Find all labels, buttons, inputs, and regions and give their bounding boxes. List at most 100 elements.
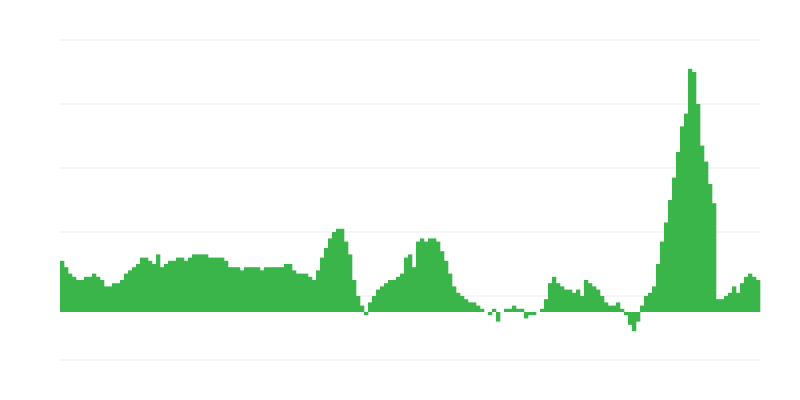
bar xyxy=(656,264,661,312)
bar xyxy=(64,267,69,312)
bar xyxy=(584,280,589,312)
bar xyxy=(320,257,325,312)
bar xyxy=(652,286,657,312)
bar xyxy=(720,299,725,312)
bar xyxy=(724,296,729,312)
bar xyxy=(372,296,377,312)
bar xyxy=(624,312,629,316)
bar xyxy=(620,308,625,312)
bar xyxy=(424,241,429,312)
bar xyxy=(476,305,481,312)
bar xyxy=(228,267,233,312)
bar xyxy=(680,126,685,313)
bar xyxy=(480,308,485,312)
bar xyxy=(468,302,473,312)
bar xyxy=(640,305,645,312)
bar xyxy=(596,289,601,312)
bar xyxy=(244,267,249,312)
bar xyxy=(636,312,641,322)
bar xyxy=(312,280,317,312)
bar xyxy=(304,273,309,312)
bar xyxy=(108,286,113,312)
bar xyxy=(496,312,501,322)
bar xyxy=(668,200,673,312)
bar xyxy=(368,302,373,312)
bar xyxy=(84,276,89,312)
bar xyxy=(76,280,81,312)
bar xyxy=(632,312,637,332)
bar xyxy=(524,312,529,319)
bar xyxy=(604,302,609,312)
bar xyxy=(224,260,229,312)
bar xyxy=(676,152,681,312)
bar xyxy=(432,238,437,312)
bar xyxy=(664,222,669,312)
bar xyxy=(628,312,633,325)
bar xyxy=(172,260,177,312)
bar xyxy=(520,308,525,312)
bar xyxy=(440,251,445,312)
bar xyxy=(180,257,185,312)
bar xyxy=(740,283,745,312)
bar xyxy=(348,254,353,312)
bar xyxy=(60,260,65,312)
bar xyxy=(144,257,149,312)
bar xyxy=(136,264,141,312)
bar xyxy=(608,305,613,312)
bar xyxy=(616,302,621,312)
bar xyxy=(200,254,205,312)
bar xyxy=(120,280,125,312)
bar xyxy=(396,276,401,312)
bar xyxy=(404,257,409,312)
bar xyxy=(456,292,461,312)
bar xyxy=(352,280,357,312)
bar xyxy=(560,286,565,312)
bar xyxy=(728,292,733,312)
bar xyxy=(112,283,117,312)
bar xyxy=(316,270,321,312)
bar xyxy=(116,283,121,312)
bar xyxy=(164,264,169,312)
bar xyxy=(176,257,181,312)
bar xyxy=(240,270,245,312)
bar xyxy=(104,286,109,312)
bar xyxy=(272,267,277,312)
bar xyxy=(580,296,585,312)
bar xyxy=(544,299,549,312)
bar xyxy=(416,241,421,312)
bar xyxy=(684,113,689,312)
bar xyxy=(564,289,569,312)
bar xyxy=(552,276,557,312)
bar xyxy=(548,283,553,312)
bar xyxy=(712,203,717,312)
bar xyxy=(452,286,457,312)
bar xyxy=(300,273,305,312)
bar xyxy=(332,232,337,312)
bar xyxy=(752,276,757,312)
bar xyxy=(100,280,105,312)
bar xyxy=(268,267,273,312)
bar xyxy=(256,267,261,312)
bar xyxy=(532,312,537,316)
bar xyxy=(464,299,469,312)
bar xyxy=(324,248,329,312)
bar xyxy=(88,276,93,312)
bar xyxy=(592,286,597,312)
bar xyxy=(408,254,413,312)
bar xyxy=(444,260,449,312)
bar xyxy=(152,264,157,312)
bar xyxy=(700,145,705,312)
bar xyxy=(192,254,197,312)
bar xyxy=(556,283,561,312)
bar xyxy=(568,289,573,312)
bar xyxy=(600,296,605,312)
bar xyxy=(588,283,593,312)
bar xyxy=(748,273,753,312)
bar xyxy=(128,270,133,312)
bar xyxy=(216,257,221,312)
bar xyxy=(196,254,201,312)
bar xyxy=(364,312,369,316)
bar xyxy=(612,305,617,312)
bar xyxy=(412,267,417,312)
